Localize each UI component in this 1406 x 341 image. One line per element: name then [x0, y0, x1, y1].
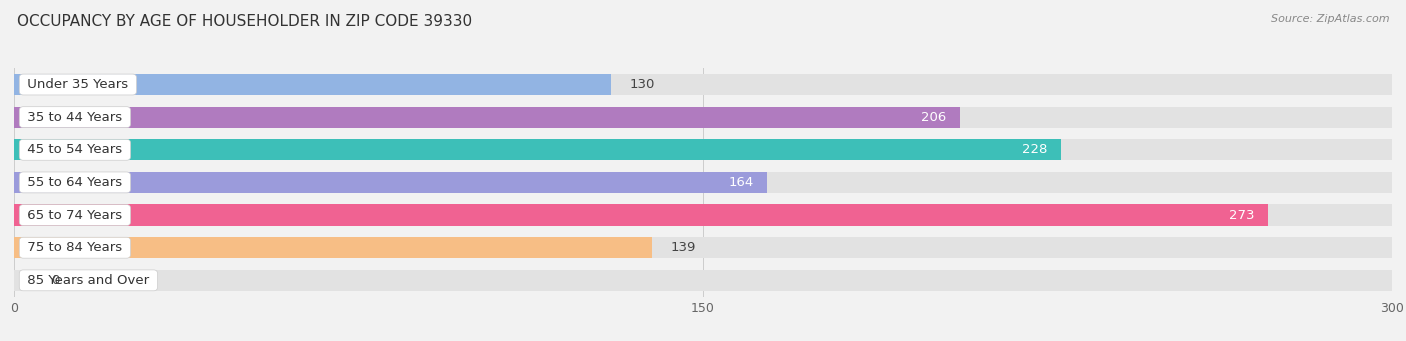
Bar: [14, 270, 1392, 291]
Text: 55 to 64 Years: 55 to 64 Years: [24, 176, 127, 189]
Text: 228: 228: [1022, 143, 1047, 156]
Bar: [14, 205, 1392, 226]
Text: 45 to 54 Years: 45 to 54 Years: [24, 143, 127, 156]
Text: 206: 206: [921, 111, 946, 124]
Bar: [14, 139, 1392, 160]
Text: 85 Years and Over: 85 Years and Over: [24, 274, 153, 287]
Bar: [14, 172, 1392, 193]
Bar: [14, 74, 1392, 95]
Bar: [14, 74, 612, 95]
Text: 35 to 44 Years: 35 to 44 Years: [24, 111, 127, 124]
Text: 273: 273: [1229, 209, 1254, 222]
Text: 75 to 84 Years: 75 to 84 Years: [24, 241, 127, 254]
Text: 65 to 74 Years: 65 to 74 Years: [24, 209, 127, 222]
Text: 0: 0: [51, 274, 59, 287]
Bar: [14, 237, 652, 258]
Bar: [14, 172, 768, 193]
Bar: [14, 205, 1268, 226]
Text: OCCUPANCY BY AGE OF HOUSEHOLDER IN ZIP CODE 39330: OCCUPANCY BY AGE OF HOUSEHOLDER IN ZIP C…: [17, 14, 472, 29]
Bar: [14, 139, 1062, 160]
Text: 139: 139: [671, 241, 696, 254]
Bar: [14, 106, 1392, 128]
Text: 130: 130: [630, 78, 655, 91]
Text: 164: 164: [728, 176, 754, 189]
Bar: [14, 237, 1392, 258]
Bar: [14, 106, 960, 128]
Text: Source: ZipAtlas.com: Source: ZipAtlas.com: [1271, 14, 1389, 24]
Text: Under 35 Years: Under 35 Years: [24, 78, 132, 91]
